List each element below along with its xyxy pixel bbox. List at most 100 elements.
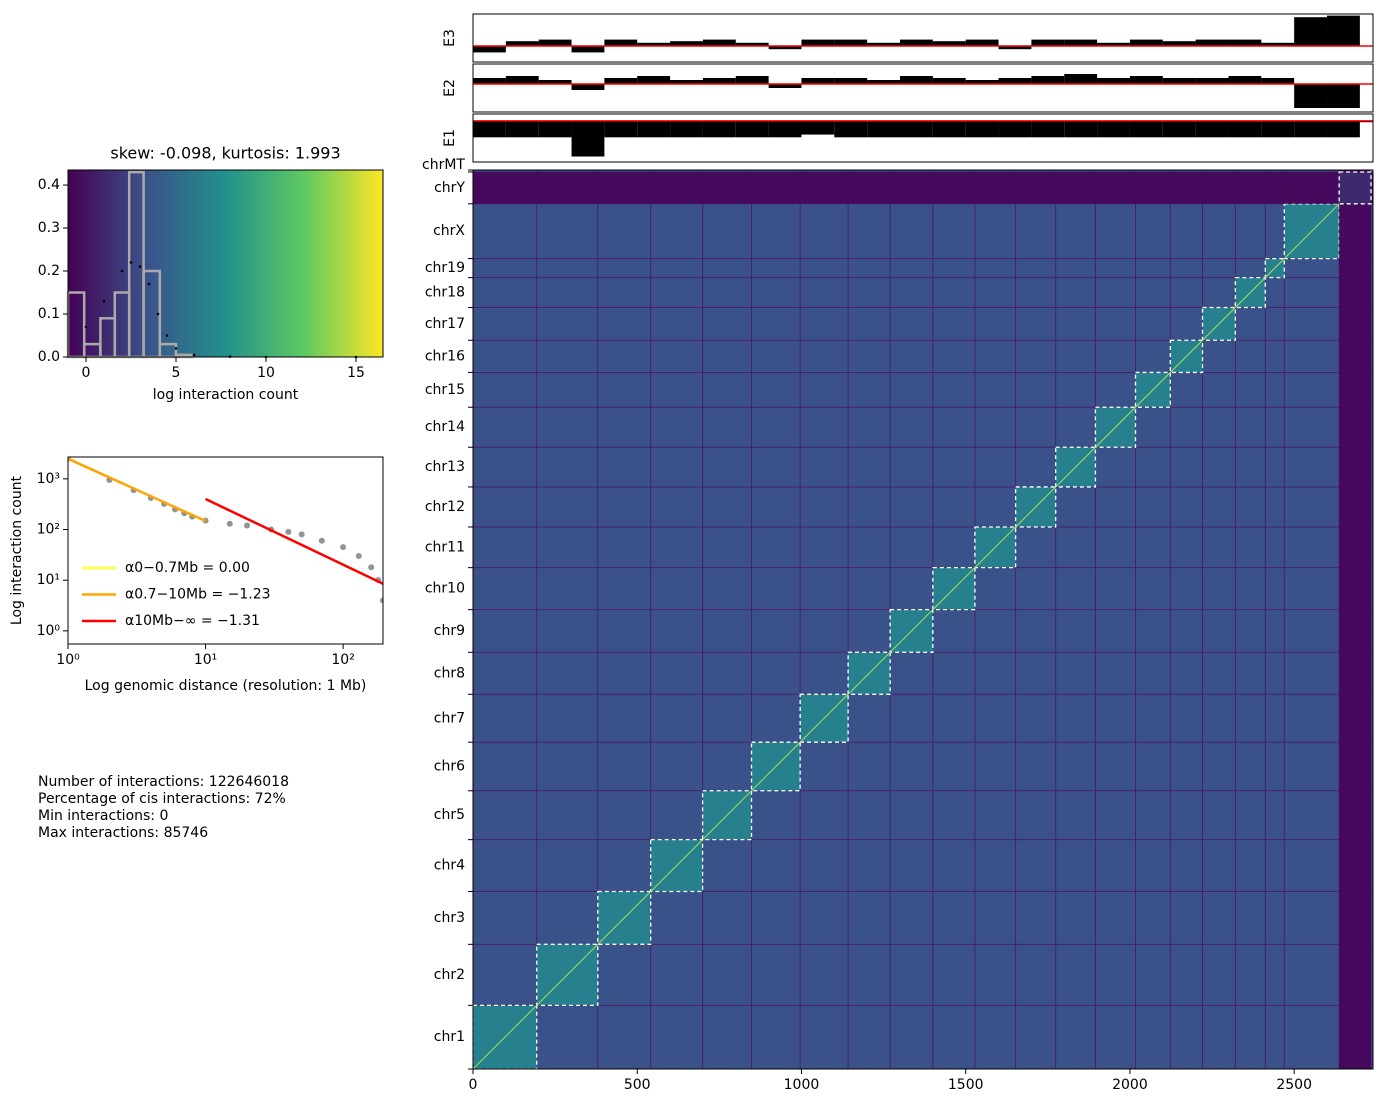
x-tick-label: 0 <box>469 1077 478 1093</box>
plot-frame <box>472 13 1374 63</box>
chromosome-label: chr6 <box>434 758 465 774</box>
observed-point <box>380 597 383 604</box>
eigenvector-bar <box>1162 41 1196 46</box>
chromosome-label: chr16 <box>425 348 465 364</box>
chromosome-label: chr8 <box>434 665 465 681</box>
eigenvector-bar <box>637 76 671 84</box>
chromosome-label: chr5 <box>434 807 465 823</box>
x-tick-label: 10 <box>257 365 275 381</box>
observed-point <box>318 537 325 544</box>
eigenvector-bar <box>834 39 868 46</box>
density-point <box>84 325 88 329</box>
y-tick-label: 10² <box>37 522 60 538</box>
eigenvector-bar <box>670 80 703 84</box>
x-tick-label: 2500 <box>1276 1077 1312 1093</box>
eigenvector-bar <box>932 120 966 138</box>
chromosome-label: chr17 <box>425 316 465 332</box>
eigenvector-bar <box>965 39 999 46</box>
eigenvector-bar <box>1097 42 1130 46</box>
eigenvector-bar <box>571 120 605 157</box>
eigenvector-bar <box>1195 39 1229 46</box>
eigenvector-bar <box>1261 42 1295 46</box>
eigenvector-bar <box>1162 78 1196 84</box>
eigenvector-bar <box>1129 120 1163 138</box>
plot-area <box>68 457 383 604</box>
y-tick-label: 10¹ <box>37 572 60 588</box>
x-axis-label: Log genomic distance (resolution: 1 Mb) <box>85 678 367 694</box>
y-tick-label: 0.1 <box>38 306 60 322</box>
eigenvector-bar <box>670 41 703 46</box>
chromosome-column <box>1339 170 1372 1069</box>
y-tick-label: 0.3 <box>38 220 60 236</box>
eigenvector-bar <box>505 120 539 138</box>
density-point <box>165 334 169 337</box>
eigenvector-bar <box>637 42 671 46</box>
chromosome-label: chr15 <box>425 382 465 398</box>
y-tick-label: 10³ <box>37 471 60 487</box>
eigenvector-bar <box>1327 120 1360 138</box>
eigenvector-bar <box>965 80 999 84</box>
chromosome-label: chrY <box>434 180 465 196</box>
eigenvector-bar <box>505 76 539 84</box>
chromosome-label: chr11 <box>425 539 465 555</box>
x-tick-label: 500 <box>624 1077 651 1093</box>
eigenvector-bar <box>1064 74 1098 84</box>
eigenvector-bar <box>900 120 933 138</box>
eigenvector-bar <box>1031 76 1065 84</box>
x-tick-label: 15 <box>347 365 365 381</box>
eigenvector-bar <box>998 120 1032 138</box>
eigenvector-bar <box>1327 15 1360 46</box>
eigenvector-bar <box>998 78 1032 84</box>
chromosome-label: chr7 <box>434 710 465 726</box>
eigenvector-bar <box>1031 120 1065 138</box>
density-point <box>129 261 133 264</box>
eigenvector-bar <box>1195 120 1229 138</box>
eigenvector-bar <box>1064 39 1098 46</box>
eigenvector-bar <box>702 78 736 84</box>
chromosome-label: chr2 <box>434 967 465 983</box>
eigenvector-bar <box>1031 39 1065 46</box>
observed-point <box>226 520 233 527</box>
track-label: E1 <box>442 129 458 147</box>
x-tick-label: 5 <box>172 365 181 381</box>
eigenvector-bar <box>1228 39 1262 46</box>
eigenvector-bar <box>702 120 736 138</box>
eigenvector-bar <box>834 120 868 138</box>
eigenvector-bar <box>1097 78 1130 84</box>
eigenvector-bar <box>735 76 769 84</box>
eigenvector-bar <box>900 39 933 46</box>
density-point <box>147 282 151 286</box>
eigenvector-bar <box>768 84 802 88</box>
chromosome-label: chr13 <box>425 459 465 475</box>
x-tick-label: 10⁰ <box>56 652 80 668</box>
stat-line: Max interactions: 85746 <box>38 825 208 841</box>
density-point <box>156 312 160 316</box>
eigenvector-bar <box>604 78 638 84</box>
stat-line: Percentage of cis interactions: 72% <box>38 791 286 807</box>
diagonal <box>472 203 1340 1070</box>
eigenvector-bar <box>1294 17 1328 46</box>
eigenvector-bar <box>1064 120 1098 138</box>
density-point <box>192 353 196 357</box>
eigenvector-bar <box>834 78 868 84</box>
eigenvector-bar <box>1195 78 1229 84</box>
eigenvector-bar <box>735 42 769 46</box>
x-tick-label: 10² <box>331 652 354 668</box>
eigenvector-bar <box>473 46 506 53</box>
track-label: E2 <box>442 79 458 97</box>
y-tick-label: 10⁰ <box>37 623 61 639</box>
eigenvector-bar <box>604 39 638 46</box>
fit-line <box>205 497 383 585</box>
legend-label: α10Mb−∞ = −1.31 <box>125 613 260 629</box>
eigenvector-bar <box>1327 84 1360 108</box>
eigenvector-bar <box>998 46 1032 50</box>
eigenvector-bar <box>735 120 769 138</box>
chromosome-label: chr4 <box>434 858 465 874</box>
stat-line: Number of interactions: 122646018 <box>38 774 289 790</box>
eigenvector-bar <box>473 120 506 138</box>
chart-title: skew: -0.098, kurtosis: 1.993 <box>110 144 340 163</box>
eigenvector-bar <box>538 80 572 84</box>
eigenvector-bar <box>505 41 539 46</box>
eigenvector-bar <box>1261 78 1295 84</box>
eigenvector-bar <box>571 46 605 53</box>
